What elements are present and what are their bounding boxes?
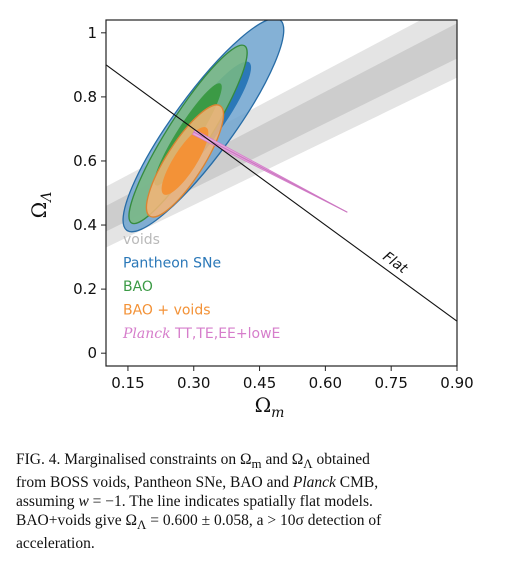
planck-tt-te-ee-lowe-core: [193, 131, 348, 213]
flat-line: [106, 64, 457, 322]
axes: 0.15 0.30 0.45 0.60 0.75 0.90 0 0.2 0.4 0.6 0.8 1 Ωm…: [27, 24, 474, 421]
caption-line: acceleration.: [16, 535, 95, 553]
legend-item-pantheon-sne: Pantheon SNe: [123, 256, 221, 272]
legend-item-planck-tt-te-ee-lowe: Planck TT,TE,EE+lowE: [122, 326, 280, 342]
flat-line-label: Flat: [380, 249, 411, 278]
y-tick-label: 0.2: [73, 280, 97, 298]
legend-item-bao: BAO: [123, 279, 153, 295]
y-axis-title: ΩΛ: [27, 192, 55, 219]
x-tick-label: 0.45: [243, 374, 276, 392]
y-tick-label: 1: [87, 24, 97, 42]
legend: voids Pantheon SNe BAO BAO + voids Planck TT…: [122, 232, 280, 342]
x-tick-label: 0.15: [111, 374, 144, 392]
legend-item-voids: voids: [123, 232, 160, 248]
x-axis-title: Ωm: [255, 393, 285, 421]
caption-line: BAO+voids give ΩΛ = 0.600 ± 0.058, a > 1…: [16, 512, 382, 533]
caption-line: FIG. 4. Marginalised constraints on Ωm a…: [16, 451, 370, 472]
x-tick-label: 0.75: [374, 374, 407, 392]
x-tick-label: 0.60: [309, 374, 342, 392]
figure-caption: FIG. 4. Marginalised constraints on Ωm a…: [16, 450, 500, 553]
y-tick-label: 0.8: [73, 88, 97, 106]
y-tick-label: 0: [87, 344, 97, 362]
bao-voids-contour-68: [161, 127, 209, 195]
plot-area: Flat: [106, 20, 457, 322]
caption-line: assuming w = −1. The line indicates spat…: [16, 493, 373, 511]
plot-frame: [105, 19, 458, 367]
figure-chart: Flat 0.15 0.30 0.45 0.60 0.75 0.9000.20.40.60…: [27, 19, 474, 421]
x-tick-label: 0.90: [440, 374, 473, 392]
caption-line: from BOSS voids, Pantheon SNe, BAO and P…: [16, 474, 379, 492]
y-tick-label: 0.4: [73, 216, 97, 234]
x-tick-label: 0.30: [177, 374, 210, 392]
y-tick-label: 0.6: [73, 152, 97, 170]
legend-item-bao-voids: BAO + voids: [123, 303, 211, 319]
